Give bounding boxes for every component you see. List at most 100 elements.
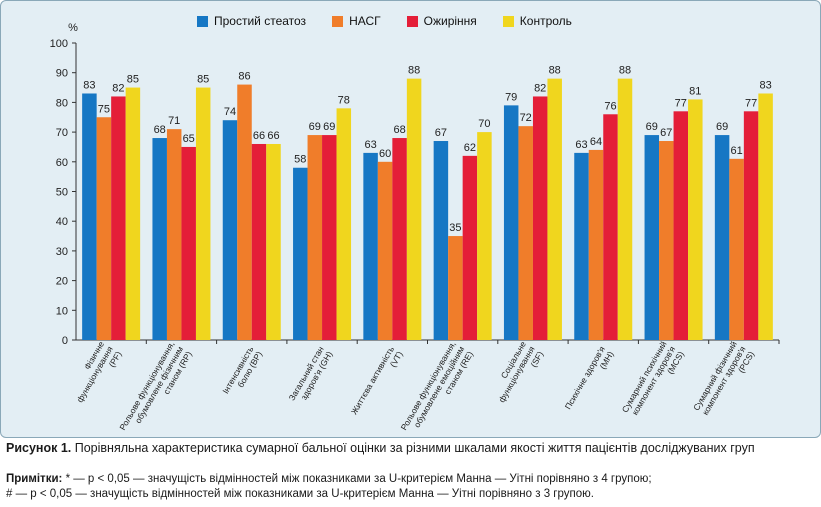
bar-value-label: 85 [197,74,209,86]
bar-value-label: 85 [127,74,139,86]
chart-legend: Простий стеатоз НАСГ Ожиріння Контроль [197,14,598,28]
bar-value-label: 79 [505,91,517,103]
bar [644,135,660,340]
bar [195,87,211,340]
legend-label: Ожиріння [423,14,477,28]
bar [96,117,112,340]
bar [503,105,519,341]
y-tick-label: 60 [56,157,68,169]
legend-item: Контроль [502,14,572,28]
y-tick-label: 30 [56,246,68,258]
bar-value-label: 63 [364,139,376,151]
y-tick-label: 80 [56,97,68,109]
legend-label: Контроль [519,14,572,28]
bar [448,236,463,340]
legend-label: НАСГ [349,14,381,28]
bar-value-label: 58 [294,154,306,166]
notes-label: Примітки: [6,473,63,485]
figure-panel: 0 10 20 30 40 50 60 70 80 90 100% 83 75 82 85 Фізичне фу… [0,0,821,438]
legend-swatch [406,15,418,27]
bar-value-label: 83 [759,79,771,91]
bar-value-label: 74 [224,106,236,118]
legend-item: Ожиріння [406,14,477,28]
bar-value-label: 63 [575,139,587,151]
y-tick-label: 10 [56,305,68,317]
bar-value-label: 88 [619,65,631,77]
legend-item: Простий стеатоз [197,14,306,28]
bar [532,96,548,341]
y-tick-label: 70 [56,127,68,139]
bar [363,152,378,340]
legend-swatch [332,15,344,27]
bar [222,120,238,340]
notes-line-1: * — p < 0,05 — значущість відмінностей м… [65,473,652,485]
legend-swatch [197,15,208,27]
bar-value-label: 67 [660,127,672,139]
bar [588,149,604,340]
bar-value-label: 66 [253,130,265,142]
bar [673,111,689,340]
bar-value-label: 88 [549,65,561,77]
bar-value-label: 82 [534,82,546,94]
y-unit-label: % [68,22,78,34]
category-label: Рольове функціонування,обумовлене емоцій… [399,340,476,432]
y-tick-label: 100 [50,38,68,50]
bar-chart: 0102030405060708090100%83758285Фізичнефу… [50,22,780,432]
bar [307,135,323,340]
category-label-line: Життєва активність [349,344,396,416]
bar-value-label: 62 [464,142,476,154]
bar [547,78,562,340]
category-label: Рольове функціонування,обумовлене фізичн… [117,340,194,432]
figure-notes: Примітки: * — p < 0,05 — значущість відм… [6,472,816,502]
y-tick-label: 0 [62,335,68,347]
bar [617,78,633,340]
bar-value-label: 86 [238,71,250,83]
category-label-line: Психічне здоров'я [563,344,607,411]
bar [322,135,337,340]
bar-value-label: 69 [323,121,335,133]
bar-value-label: 88 [408,65,420,77]
bar-value-label: 71 [168,115,180,127]
bar [743,111,759,340]
bar [293,167,308,340]
bar-value-label: 64 [590,136,602,148]
bar [659,141,674,340]
bar [574,152,589,340]
bar [714,135,730,340]
bar-value-label: 75 [98,103,110,115]
bar [758,93,773,341]
bar [152,138,167,340]
bar-value-label: 69 [309,121,321,133]
bar [688,99,703,341]
bar [266,143,281,340]
bar [181,146,196,340]
bar-value-label: 68 [393,124,405,136]
bar [406,78,422,340]
bar-value-label: 60 [379,148,391,160]
caption-text: Порівняльна характеристика сумарної баль… [74,441,755,455]
bar [433,141,449,340]
bar-value-label: 72 [520,112,532,124]
bar-value-label: 65 [183,133,195,145]
bar-value-label: 66 [267,130,279,142]
bar-value-label: 77 [745,97,757,109]
bar-value-label: 69 [646,121,658,133]
bar-value-label: 67 [435,127,447,139]
figure-caption: Рисунок 1. Порівняльна характеристика су… [6,440,816,456]
category-label: Психічне здоров'я(MH) [563,344,616,411]
bar-value-label: 69 [716,121,728,133]
bar [336,108,352,340]
caption-label: Рисунок 1. [6,441,72,455]
bar-value-label: 35 [449,222,461,234]
y-tick-label: 90 [56,68,68,80]
bar-value-label: 83 [83,79,95,91]
notes-line-2: # — p < 0,05 — значущість відмінностей м… [6,488,594,500]
bar [82,93,97,341]
bar-value-label: 68 [154,124,166,136]
bar [237,84,252,340]
legend-item: НАСГ [332,14,381,28]
